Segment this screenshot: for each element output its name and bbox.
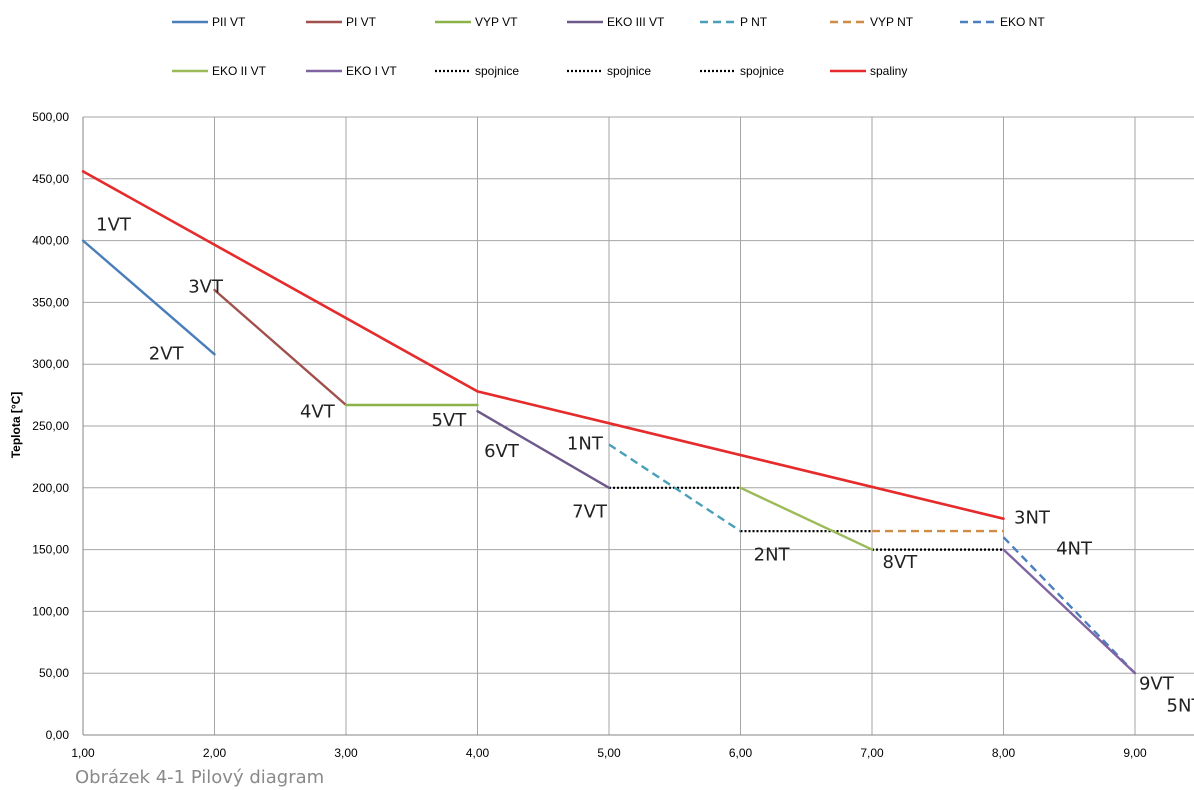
legend-entry: PII VT xyxy=(212,15,246,29)
point-label: 9VT xyxy=(1139,673,1175,694)
legend-entry: P NT xyxy=(740,15,768,29)
series-line-eko-i-vt xyxy=(1002,548,1137,675)
y-tick-label: 300,00 xyxy=(32,357,69,371)
point-label: 2NT xyxy=(754,545,791,566)
point-label: 3NT xyxy=(1014,508,1051,529)
series-line-pii-vt xyxy=(81,239,216,356)
y-tick-label: 450,00 xyxy=(32,172,69,186)
series-line-p-nt xyxy=(608,443,742,533)
legend-entry: spojnice xyxy=(740,64,784,78)
series-lines xyxy=(81,170,1137,675)
legend-entry: PI VT xyxy=(346,15,377,29)
legend-entry: spojnice xyxy=(607,64,651,78)
x-tick-labels: 1,00 2,00 3,00 4,00 5,00 6,00 7,00 8,00 9,00 xyxy=(71,746,1147,760)
y-tick-label: 200,00 xyxy=(32,481,69,495)
y-tick-label: 100,00 xyxy=(32,604,69,618)
y-tick-label: 500,00 xyxy=(32,110,69,124)
point-label: 6VT xyxy=(484,441,520,462)
point-label: 2VT xyxy=(149,343,185,364)
x-tick-label: 7,00 xyxy=(860,746,884,760)
y-tick-labels: 0,00 50,00 100,00 150,00 200,00 250,00 300,00 3… xyxy=(32,110,69,742)
figure-caption: Obrázek 4-1 Pilový diagram xyxy=(75,767,325,788)
x-tick-label: 2,00 xyxy=(203,746,227,760)
point-label: 5NT xyxy=(1167,696,1194,717)
legend-entry: spaliny xyxy=(870,64,907,78)
y-tick-label: 0,00 xyxy=(46,728,70,742)
x-tick-label: 5,00 xyxy=(597,746,621,760)
y-tick-label: 400,00 xyxy=(32,234,69,248)
series-line-eko-nt xyxy=(1002,536,1136,675)
series-line-eko-ii-vt xyxy=(739,486,874,551)
series-line-pi-vt xyxy=(213,288,348,407)
point-label: 1VT xyxy=(96,215,132,236)
point-label: 7VT xyxy=(572,501,608,522)
legend-entry: EKO II VT xyxy=(212,64,267,78)
point-label: 1NT xyxy=(567,433,604,454)
legend-entry: EKO I VT xyxy=(346,64,397,78)
y-axis-label: Teplota [°C] xyxy=(9,392,23,459)
y-tick-label: 150,00 xyxy=(32,543,69,557)
series-line-eko-iii-vt xyxy=(476,410,611,489)
point-label: 5VT xyxy=(431,410,467,431)
legend-entry: spojnice xyxy=(475,64,519,78)
y-tick-label: 50,00 xyxy=(39,666,69,680)
x-tick-label: 9,00 xyxy=(1123,746,1147,760)
point-label: 3VT xyxy=(188,277,224,298)
x-tick-label: 3,00 xyxy=(334,746,358,760)
point-label: 4VT xyxy=(300,401,336,422)
legend-entry: EKO III VT xyxy=(607,15,665,29)
legend-entry: VYP NT xyxy=(870,15,914,29)
point-label: 4NT xyxy=(1056,539,1093,560)
x-tick-label: 6,00 xyxy=(729,746,753,760)
legend: PII VT PI VT VYP VT EKO III VT P NT VYP NT EKO… xyxy=(172,15,1045,78)
legend-entry: VYP VT xyxy=(475,15,518,29)
y-tick-label: 250,00 xyxy=(32,419,69,433)
x-tick-label: 1,00 xyxy=(71,746,95,760)
axes xyxy=(82,117,1194,736)
series-line-spaliny xyxy=(81,170,1005,521)
legend-entry: EKO NT xyxy=(1000,15,1045,29)
x-tick-label: 4,00 xyxy=(466,746,490,760)
y-tick-label: 350,00 xyxy=(32,295,69,309)
point-label: 8VT xyxy=(883,552,919,573)
x-tick-label: 8,00 xyxy=(992,746,1016,760)
